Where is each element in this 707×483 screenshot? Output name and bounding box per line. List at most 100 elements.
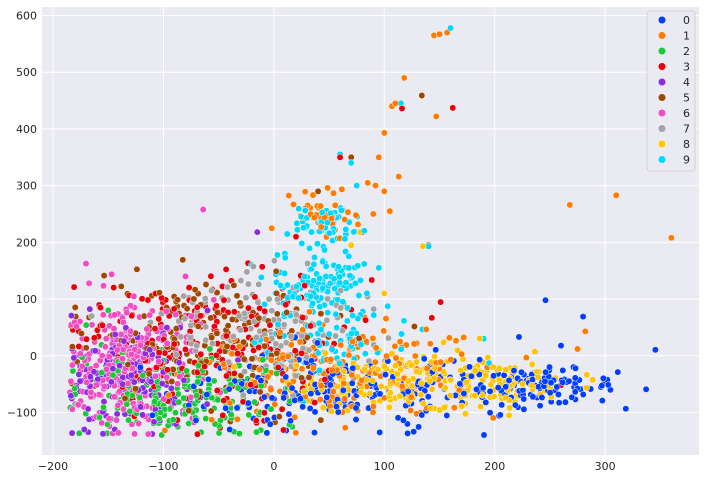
point-class-2	[194, 362, 202, 370]
point-class-7	[303, 353, 311, 361]
point-class-7	[339, 327, 346, 335]
y-tick-label: 500	[16, 66, 37, 79]
point-class-5	[183, 305, 191, 313]
point-class-8	[292, 361, 300, 369]
point-class-7	[253, 334, 260, 341]
point-class-6	[174, 380, 182, 388]
point-class-3	[128, 312, 136, 320]
point-class-9	[328, 346, 336, 354]
point-class-1	[233, 415, 241, 423]
point-class-5	[191, 286, 199, 294]
point-class-5	[410, 323, 418, 330]
point-class-0	[404, 429, 412, 437]
point-class-4	[137, 403, 145, 411]
point-class-6	[152, 372, 159, 380]
point-class-1	[386, 207, 394, 215]
point-class-7	[370, 305, 378, 313]
point-class-1	[489, 414, 497, 422]
point-class-1	[220, 360, 228, 368]
point-class-6	[199, 206, 207, 213]
point-class-3	[261, 307, 269, 315]
point-class-7	[241, 368, 249, 376]
point-class-9	[335, 263, 343, 271]
point-class-9	[361, 350, 369, 358]
point-class-8	[366, 390, 374, 397]
point-class-6	[115, 429, 122, 437]
point-class-1	[301, 188, 309, 196]
point-class-4	[111, 331, 119, 338]
point-class-8	[408, 382, 416, 390]
point-class-3	[153, 364, 160, 372]
point-class-9	[351, 279, 359, 287]
point-class-0	[260, 393, 268, 401]
point-class-8	[501, 394, 509, 402]
point-class-2	[75, 429, 83, 437]
point-class-2	[202, 415, 210, 423]
point-class-1	[344, 208, 352, 216]
point-class-2	[206, 345, 214, 353]
point-class-5	[248, 355, 256, 363]
point-class-3	[321, 376, 329, 383]
point-class-0	[496, 411, 504, 419]
point-class-1	[331, 201, 339, 209]
point-class-5	[202, 281, 210, 288]
point-class-2	[172, 409, 179, 417]
point-class-1	[358, 376, 366, 384]
point-class-9	[321, 246, 329, 254]
point-class-7	[193, 342, 201, 350]
point-class-0	[579, 313, 587, 321]
point-class-1	[317, 202, 325, 210]
point-class-3	[428, 314, 436, 322]
point-class-2	[125, 416, 132, 424]
point-class-5	[273, 310, 281, 318]
point-class-1	[522, 354, 530, 362]
point-class-0	[291, 396, 299, 404]
point-class-8	[519, 380, 526, 388]
point-class-8	[412, 367, 420, 375]
point-class-7	[208, 287, 215, 295]
point-class-7	[324, 295, 332, 303]
point-class-5	[224, 322, 232, 330]
point-class-8	[418, 379, 425, 387]
point-class-4	[122, 324, 130, 332]
point-class-1	[396, 338, 404, 346]
point-class-3	[83, 335, 90, 343]
point-class-1	[432, 112, 440, 120]
point-class-9	[273, 251, 281, 259]
point-class-0	[460, 390, 468, 398]
point-class-5	[100, 272, 108, 280]
point-class-6	[77, 350, 84, 358]
point-class-2	[100, 403, 107, 411]
point-class-9	[322, 262, 330, 270]
point-class-7	[237, 326, 244, 334]
point-class-6	[111, 311, 119, 319]
point-class-8	[441, 384, 449, 392]
point-class-0	[418, 411, 426, 419]
point-class-9	[301, 207, 309, 214]
point-class-0	[622, 405, 630, 413]
point-class-9	[310, 260, 318, 268]
point-class-0	[520, 405, 528, 413]
point-class-1	[380, 327, 388, 335]
point-class-3	[282, 301, 290, 309]
point-class-5	[168, 378, 176, 385]
point-class-4	[75, 370, 83, 378]
point-class-9	[325, 330, 333, 338]
point-class-1	[407, 393, 415, 401]
legend-label-2: 2	[683, 45, 690, 58]
point-class-1	[369, 408, 377, 416]
point-class-1	[391, 99, 399, 107]
point-class-9	[281, 254, 289, 262]
point-class-0	[136, 363, 144, 371]
point-class-8	[477, 403, 485, 411]
point-class-0	[559, 378, 567, 386]
point-class-8	[471, 367, 479, 375]
point-class-1	[298, 365, 306, 373]
point-class-4	[86, 373, 94, 381]
point-class-3	[219, 411, 227, 419]
point-class-6	[103, 365, 110, 373]
point-class-9	[318, 209, 326, 216]
point-class-0	[553, 383, 561, 391]
point-class-4	[150, 418, 158, 426]
point-class-9	[315, 319, 323, 327]
